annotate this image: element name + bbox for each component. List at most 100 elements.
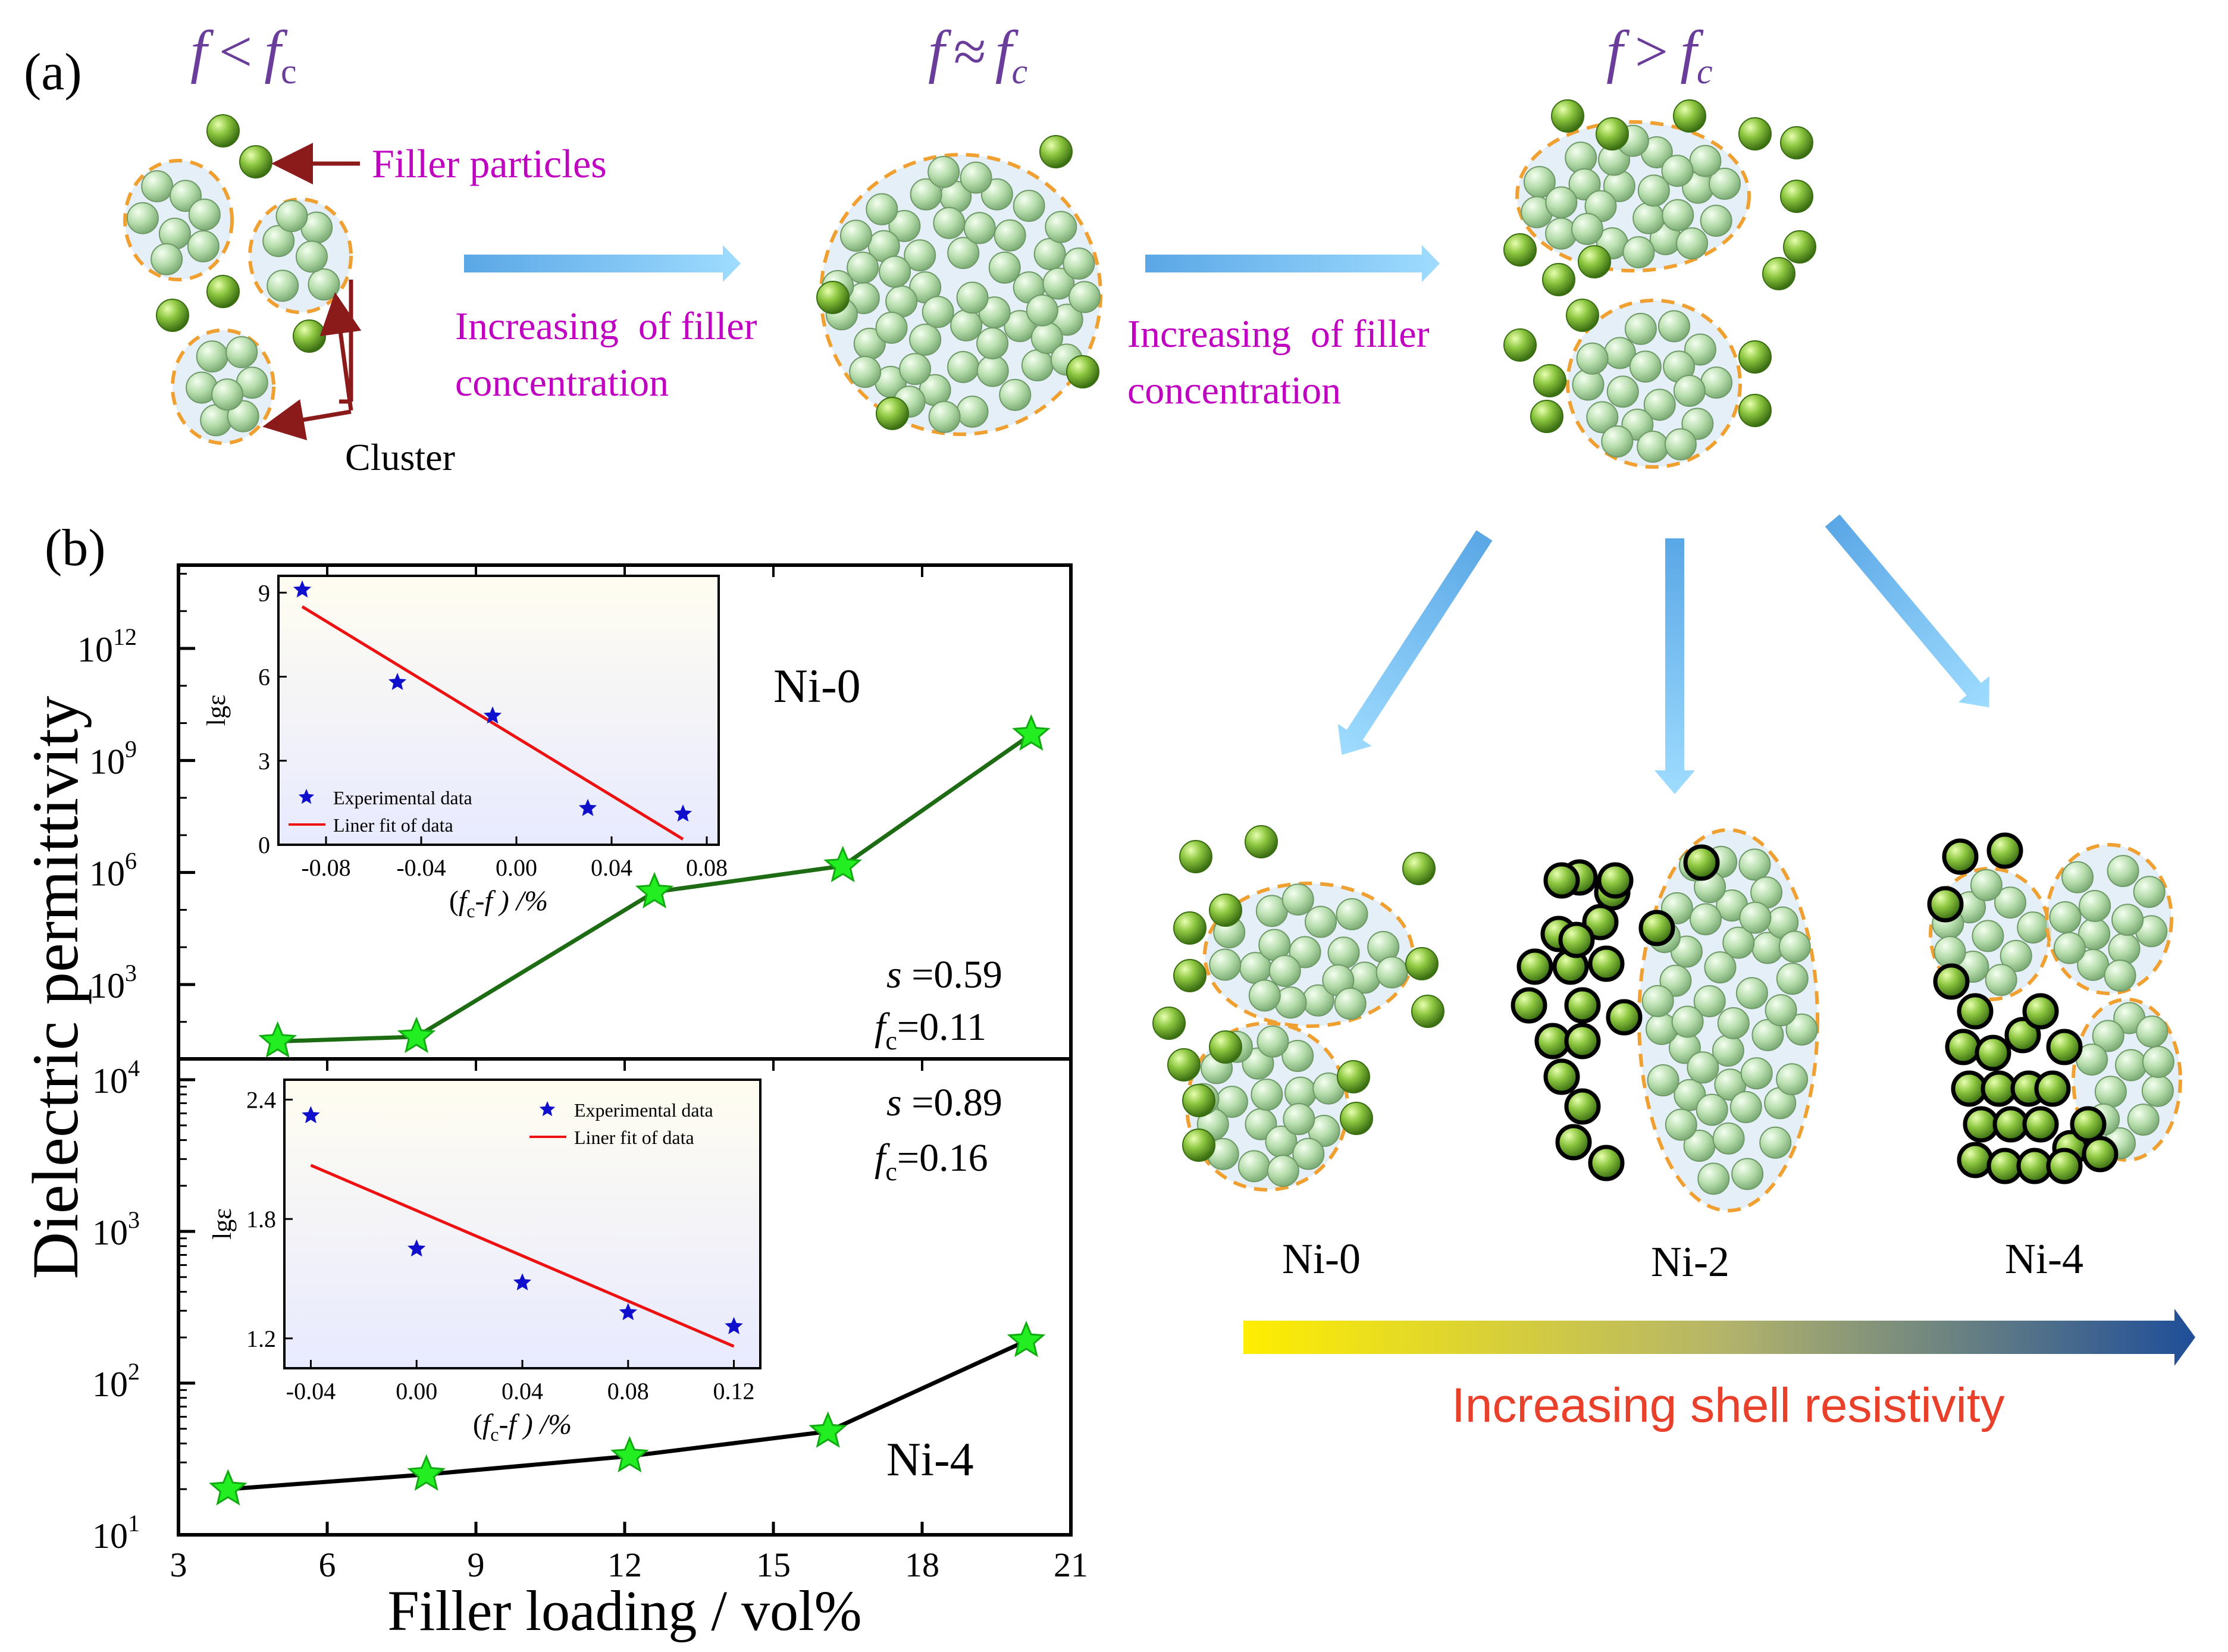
filler-particle (206, 114, 240, 148)
filler-particle (2082, 1136, 2119, 1173)
filler-particle (1986, 832, 2023, 869)
ni0-inset-point (483, 706, 502, 724)
panel-a-label: (a) (24, 43, 82, 101)
cluster-particle (1722, 926, 1755, 959)
ni4-inset-x-tick-label: 0.04 (502, 1378, 543, 1405)
filler-particle (1179, 840, 1212, 873)
cluster-particle (2114, 1049, 2147, 1082)
filler-particle (1582, 904, 1619, 941)
cluster-particle (963, 212, 996, 244)
filler-particle (1533, 364, 1566, 397)
cluster-particle (1624, 312, 1657, 345)
rest: -f ) /% (475, 885, 548, 917)
increase-arrow-1 (464, 245, 741, 282)
ni4-legend-exp: Experimental data (574, 1099, 713, 1121)
rest: -f ) /% (499, 1409, 572, 1440)
cluster-particle (1643, 388, 1676, 421)
ni4-inset-point (725, 1316, 743, 1334)
cluster-particle (1292, 1137, 1325, 1170)
cluster-particle (1657, 310, 1690, 343)
filler-particle (876, 397, 909, 430)
filler-particle (1683, 844, 1720, 881)
ni0-fit-line (301, 605, 684, 841)
cluster-particle (904, 239, 936, 272)
cluster-arrow-2 (262, 399, 352, 441)
filler-particle (1957, 1142, 1994, 1178)
filler-particle (1173, 959, 1207, 992)
variant-label-ni4: Ni-4 (2005, 1235, 2083, 1283)
ni4-series-label: Ni-4 (886, 1434, 974, 1486)
x-tick-label: 21 (1054, 1546, 1088, 1584)
ni4-inset-x-tick-label: 0.12 (713, 1378, 755, 1405)
cluster-particle (225, 336, 258, 368)
cluster-particle (1689, 145, 1722, 177)
cluster-particle (267, 269, 299, 302)
ni0-inset-point (673, 804, 692, 822)
cluster-particle (196, 340, 228, 373)
cluster-particle (1641, 985, 1674, 1017)
cluster-illustrations (123, 99, 2182, 1212)
cluster-particle (1209, 948, 1242, 981)
bottom-y-tick-label: 101 (92, 1510, 140, 1556)
paren: ( (449, 885, 459, 917)
cluster-particle (1063, 247, 1095, 280)
fc-sub: c (885, 1026, 897, 1055)
cluster-particle (1004, 310, 1036, 343)
cluster-particle (928, 400, 961, 433)
cluster-particle (839, 220, 872, 252)
filler-particle (1963, 1106, 2000, 1143)
cluster-particle (927, 156, 960, 189)
ni4-data-point (407, 1454, 446, 1491)
cluster-particle (1267, 1155, 1299, 1187)
cluster-particle (875, 311, 908, 344)
cluster-particle (976, 355, 1009, 387)
tick-exp: 2 (128, 1358, 140, 1385)
tick-exp: 4 (128, 1055, 140, 1082)
cluster-particle (922, 296, 954, 328)
filler-particle (1578, 245, 1611, 278)
filler-particle (1534, 1023, 1571, 1059)
s-value: =0.59 (902, 953, 1002, 996)
cluster-particle (866, 193, 898, 225)
paren: ( (473, 1409, 482, 1440)
filler-particle (1039, 135, 1073, 168)
cluster-particle (1283, 1103, 1315, 1136)
y-axis-label: Dielectric permittivity (19, 696, 92, 1280)
ni4-inset-point (619, 1303, 637, 1321)
ni0-data-point (1012, 714, 1051, 751)
ni4-cluster-2 (2045, 843, 2173, 995)
variant-arrow-right (1825, 514, 1989, 708)
filler-particle (1173, 911, 1207, 945)
filler-particle (1780, 180, 1813, 213)
cluster-particle (1712, 1122, 1745, 1155)
cluster-particle (1268, 955, 1301, 988)
filler-particle (1551, 99, 1584, 133)
cluster-particle (141, 170, 174, 203)
x-tick-label: 3 (170, 1546, 187, 1584)
cluster-particle (262, 225, 295, 258)
cluster-particle (1026, 294, 1058, 327)
cluster-particle (956, 395, 989, 428)
cluster-particle (1778, 930, 1811, 963)
filler-particle (1606, 999, 1643, 1036)
panel-b-label: (b) (45, 519, 106, 577)
stage3-cluster-bottom (1566, 299, 1742, 469)
ni0-inset-y-tick-label: 0 (258, 832, 270, 858)
cluster-particle (1637, 174, 1670, 207)
cluster-particle (909, 323, 942, 356)
cluster-particle (2079, 889, 2111, 922)
cluster-particle (1327, 936, 1360, 969)
filler-particle (206, 275, 240, 308)
cluster-particle (1662, 199, 1694, 231)
cluster-particle (1759, 1126, 1792, 1159)
cluster-particle (1673, 374, 1706, 407)
filler-particle (1992, 1106, 2029, 1143)
filler-particle (816, 281, 850, 314)
ni0-inset-point (388, 672, 407, 690)
filler-particles-label: Filler particles (372, 141, 607, 186)
filler-particle (1566, 299, 1599, 332)
stage1-cluster-1 (123, 159, 234, 281)
filler-particle (1182, 1128, 1215, 1162)
resistivity-label: Increasing shell resistivity (1452, 1378, 2005, 1432)
cluster-particle (1717, 1007, 1750, 1039)
